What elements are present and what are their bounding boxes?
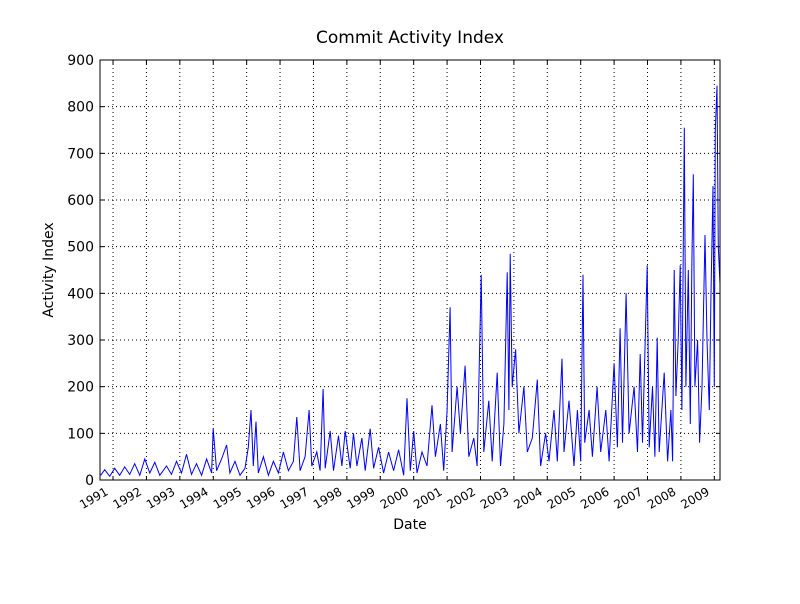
y-tick-label: 100 bbox=[67, 426, 94, 442]
y-tick-label: 300 bbox=[67, 333, 94, 349]
y-tick-label: 200 bbox=[67, 380, 94, 396]
x-axis-label: Date bbox=[393, 517, 426, 533]
plot-frame bbox=[99, 59, 721, 481]
y-tick-label: 600 bbox=[67, 193, 94, 209]
data-line bbox=[100, 85, 721, 478]
y-tick-label: 400 bbox=[67, 286, 94, 302]
y-tick-label: 700 bbox=[67, 146, 94, 162]
chart-title: Commit Activity Index bbox=[316, 28, 504, 48]
y-tick-label: 500 bbox=[67, 240, 94, 256]
y-tick-label: 0 bbox=[85, 473, 94, 489]
y-axis-label: Activity Index bbox=[41, 222, 57, 317]
y-tick-label: 800 bbox=[67, 100, 94, 116]
y-tick-label: 900 bbox=[67, 53, 94, 69]
